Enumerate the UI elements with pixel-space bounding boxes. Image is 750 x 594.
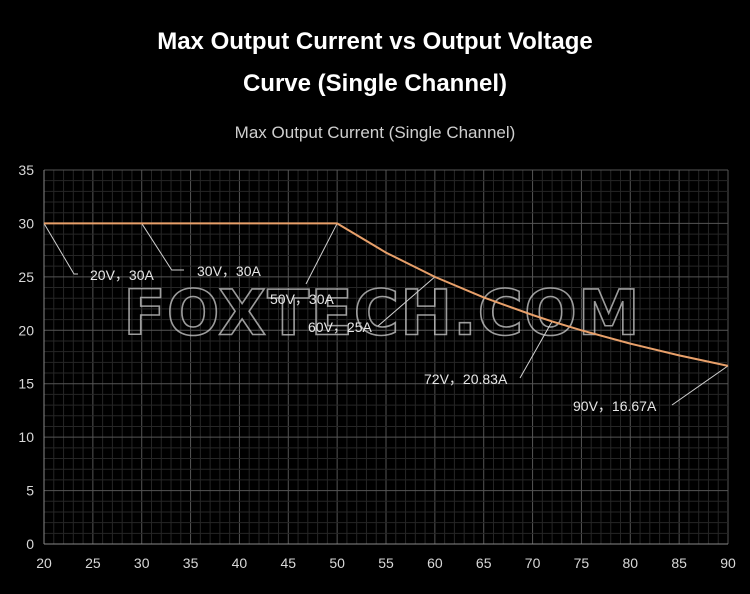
x-tick-label: 55 bbox=[378, 555, 394, 571]
x-tick-label: 60 bbox=[427, 555, 443, 571]
x-tick-label: 65 bbox=[476, 555, 492, 571]
chart-title-line-1: Max Output Current vs Output Voltage bbox=[157, 28, 593, 55]
chart-title-line-2: Curve (Single Channel) bbox=[242, 70, 508, 97]
x-tick-label: 50 bbox=[329, 555, 345, 571]
data-label: 90V，16.67A bbox=[573, 398, 657, 414]
y-tick-label: 5 bbox=[26, 483, 34, 499]
annotation-leader-line bbox=[141, 223, 184, 271]
y-tick-label: 10 bbox=[18, 429, 34, 445]
x-tick-label: 70 bbox=[525, 555, 541, 571]
x-tick-label: 25 bbox=[85, 555, 101, 571]
y-tick-label: 20 bbox=[18, 322, 34, 338]
data-label: 30V，30A bbox=[197, 263, 261, 279]
chart-subtitle: Max Output Current (Single Channel) bbox=[234, 123, 516, 142]
x-tick-label: 35 bbox=[183, 555, 199, 571]
y-tick-label: 0 bbox=[26, 536, 34, 552]
y-tick-label: 25 bbox=[18, 269, 34, 285]
y-tick-label: 35 bbox=[18, 162, 34, 178]
annotation-leader-line bbox=[671, 365, 729, 406]
series-line bbox=[44, 222, 729, 367]
x-tick-label: 75 bbox=[574, 555, 590, 571]
watermark-logo: FOXTECH.COM bbox=[123, 276, 640, 349]
annotation-leader-line bbox=[377, 276, 436, 327]
x-tick-label: 20 bbox=[36, 555, 52, 571]
x-tick-label: 90 bbox=[720, 555, 736, 571]
x-tick-label: 40 bbox=[232, 555, 248, 571]
data-label: 50V，30A bbox=[270, 291, 334, 307]
y-tick-label: 30 bbox=[18, 215, 34, 231]
annotation-leader-line bbox=[519, 321, 553, 379]
annotation-leader-line bbox=[43, 223, 78, 275]
x-tick-label: 45 bbox=[280, 555, 296, 571]
y-tick-label: 15 bbox=[18, 376, 34, 392]
annotation-leader-line bbox=[305, 223, 338, 285]
x-tick-label: 85 bbox=[671, 555, 687, 571]
x-tick-label: 30 bbox=[134, 555, 150, 571]
data-label: 72V，20.83A bbox=[424, 371, 508, 387]
x-tick-label: 80 bbox=[622, 555, 638, 571]
data-label: 20V，30A bbox=[90, 267, 154, 283]
data-label: 60V，25A bbox=[308, 319, 372, 335]
